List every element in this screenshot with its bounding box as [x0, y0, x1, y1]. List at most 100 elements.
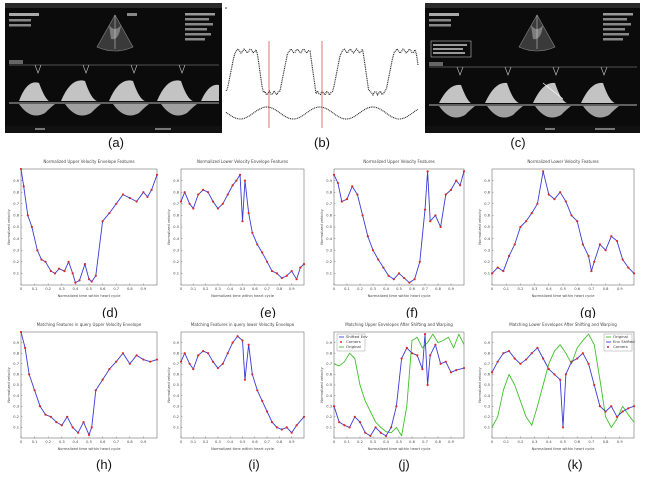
x-tick-label: 0.4 — [227, 287, 233, 291]
caption-h: (h) — [96, 457, 112, 472]
x-tick-label: 0.2 — [45, 440, 51, 444]
corner-point — [423, 208, 427, 211]
corner-point — [155, 173, 159, 176]
y-tick-label: 0.6 — [173, 214, 179, 218]
x-tick-label: 0.5 — [396, 440, 402, 444]
corner-point — [256, 243, 259, 246]
corner-point — [221, 362, 224, 365]
y-tick-label: 0.2 — [326, 260, 332, 264]
plot-area — [333, 168, 465, 286]
corner-point — [28, 373, 31, 376]
x-tick-label: 0.9 — [617, 440, 623, 444]
corner-point — [371, 249, 375, 252]
y-tick-label: 0.3 — [484, 404, 490, 408]
corner-point — [36, 249, 39, 252]
x-tick-label: 0.9 — [141, 287, 147, 291]
corner-point — [44, 260, 47, 263]
y-tick-label: 0.1 — [484, 272, 490, 276]
corner-point — [408, 281, 411, 284]
corner-point — [22, 185, 25, 188]
y-tick-label: 0.7 — [326, 202, 332, 206]
corner-point — [332, 173, 336, 176]
corner-point — [261, 251, 264, 254]
corner-point — [183, 352, 186, 355]
corner-point — [570, 214, 573, 217]
y-tick-label: 0.6 — [326, 214, 332, 218]
corner-point — [211, 200, 215, 203]
corner-point — [295, 278, 298, 281]
corner-point — [429, 354, 432, 357]
x-tick-label: 0.5 — [86, 440, 92, 444]
chart-title: Normalized Upper Velocity Envelope Featu… — [43, 159, 134, 164]
doppler-image-c — [425, 3, 640, 133]
x-tick-label: 0.7 — [264, 440, 270, 444]
x-tick-label: 0.1 — [190, 440, 196, 444]
y-tick-label: 0.1 — [13, 426, 19, 430]
plot-area — [20, 168, 158, 286]
chart-e: Normalized Lower Velocity Envelope Featu… — [167, 159, 306, 298]
corner-point — [358, 421, 362, 424]
y-tick-label: 0.2 — [326, 415, 332, 419]
corner-point — [366, 235, 369, 238]
corner-point — [60, 424, 63, 427]
chart-h: Matching Features in query Upper Velocit… — [7, 322, 159, 451]
x-tick-label: 0.3 — [370, 287, 376, 291]
x-tick-label: 0.5 — [240, 287, 246, 291]
y-tick-label: 0.8 — [13, 351, 19, 355]
x-tick-label: 0.6 — [409, 440, 415, 444]
corner-point — [553, 373, 556, 376]
corner-point — [280, 428, 283, 431]
chart-title: Normalized Lower Velocity Envelope Featu… — [197, 159, 288, 164]
corner-point — [155, 358, 159, 361]
ultrasound-panel-c — [425, 3, 640, 133]
y-tick-label: 0.2 — [484, 260, 490, 264]
x-tick-label: 0.5 — [86, 287, 92, 291]
corner-point — [241, 220, 244, 223]
corner-point — [235, 179, 238, 182]
x-tick-label: 0.1 — [32, 440, 38, 444]
corner-point — [211, 360, 215, 363]
corner-point — [71, 272, 74, 275]
corner-point — [261, 399, 264, 402]
corner-point — [632, 272, 636, 275]
corner-point — [410, 352, 414, 355]
corner-point — [593, 383, 596, 387]
corner-point — [146, 195, 149, 198]
x-tick-label: 0.4 — [73, 440, 79, 444]
y-tick-label: 0.3 — [326, 404, 332, 408]
corner-point — [197, 193, 200, 196]
corner-point — [216, 366, 219, 370]
corner-point — [30, 225, 33, 229]
corner-point — [19, 167, 23, 171]
y-axis-label: Normalized velocity — [478, 366, 482, 402]
caption-b: (b) — [314, 135, 330, 150]
corner-point — [576, 357, 579, 360]
corner-point — [426, 383, 429, 387]
y-axis-label: Normalized velocity — [7, 366, 11, 402]
x-tick-label: 0.6 — [252, 440, 258, 444]
corner-point — [610, 405, 613, 408]
corner-point — [444, 360, 447, 363]
corner-point — [94, 389, 97, 392]
x-tick-label: 0.7 — [589, 440, 595, 444]
x-tick-label: 0.7 — [422, 440, 428, 444]
chart-k: Matching Lower Envelopes After Shifting … — [478, 322, 635, 451]
corner-point — [382, 266, 385, 269]
corner-point — [78, 279, 81, 282]
y-tick-label: 0.5 — [173, 383, 179, 387]
caption-e: (e) — [260, 305, 276, 320]
corner-point — [77, 431, 80, 434]
x-tick-label: 0.3 — [532, 440, 538, 444]
x-tick-label: 0.1 — [503, 287, 509, 291]
x-axis-label: Normalized time within heart cycle — [368, 447, 432, 451]
corner-point — [135, 354, 138, 357]
plot-j: Matching Upper Envelopes After Shifting … — [318, 318, 470, 456]
corner-point — [285, 274, 288, 277]
corner-point — [413, 278, 416, 281]
corner-point — [302, 263, 306, 266]
chart-i: Matching Features in query lower Velocit… — [167, 322, 306, 451]
corner-point — [295, 424, 298, 427]
corner-point — [83, 263, 87, 266]
plot-h: Matching Features in query Upper Velocit… — [5, 318, 163, 456]
x-tick-label: 0.8 — [435, 287, 441, 291]
